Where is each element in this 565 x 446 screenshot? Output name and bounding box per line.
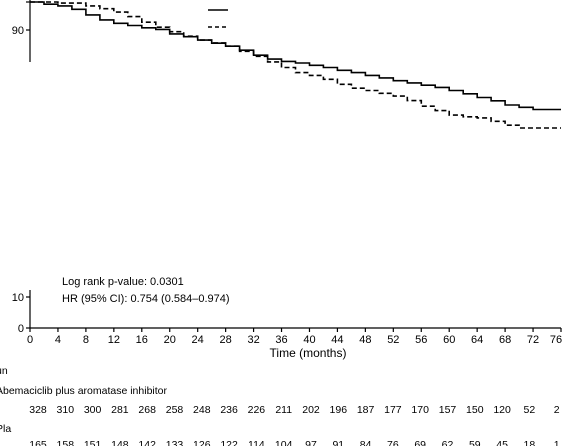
risk-count-0-11: 196 bbox=[330, 404, 348, 416]
x-tick-label-16: 16 bbox=[136, 334, 148, 346]
x-axis-label: Time (months) bbox=[270, 346, 347, 360]
x-tick-label-0: 0 bbox=[27, 334, 33, 346]
risk-count-0-9: 211 bbox=[275, 404, 292, 416]
risk-count-1-9: 104 bbox=[275, 439, 293, 446]
risk-count-1-4: 142 bbox=[138, 439, 156, 446]
x-tick-label-72: 72 bbox=[527, 334, 539, 346]
risk-count-0-17: 120 bbox=[493, 404, 511, 416]
risk-count-1-15: 62 bbox=[442, 439, 454, 446]
risk-count-0-10: 202 bbox=[302, 404, 320, 416]
risk-group-label-abemaciclib: Abemaciclib plus aromatase inhibitor bbox=[0, 385, 168, 397]
risk-row-abemaciclib: 328 310 300 281 268 258 248 236 226 211 202 196 187 1… bbox=[29, 404, 560, 416]
risk-count-1-8: 114 bbox=[248, 439, 265, 446]
risk-count-0-2: 300 bbox=[84, 404, 102, 416]
x-tick-label-68: 68 bbox=[499, 334, 511, 346]
x-tick-label-20: 20 bbox=[164, 334, 176, 346]
risk-row-placebo: 165 158 151 148 142 133 126 122 114 104 97 91 84 76 69… bbox=[29, 439, 560, 446]
risk-count-0-13: 177 bbox=[384, 404, 402, 416]
x-tick-label-56: 56 bbox=[415, 334, 427, 346]
x-tick-label-24: 24 bbox=[192, 334, 204, 346]
y-tick-label-90: 90 bbox=[12, 25, 24, 37]
risk-count-0-16: 150 bbox=[466, 404, 484, 416]
x-tick-label-60: 60 bbox=[443, 334, 455, 346]
x-tick-label-32: 32 bbox=[247, 334, 259, 346]
x-tick-label-4: 4 bbox=[55, 334, 61, 346]
risk-count-1-16: 59 bbox=[469, 439, 481, 446]
risk-count-1-6: 126 bbox=[193, 439, 211, 446]
risk-count-1-19: 1 bbox=[554, 439, 560, 446]
y-tick-label-10: 10 bbox=[12, 292, 24, 304]
risk-count-1-7: 122 bbox=[220, 439, 238, 446]
risk-count-1-12: 84 bbox=[360, 439, 372, 446]
risk-count-0-5: 258 bbox=[166, 404, 184, 416]
risk-count-0-6: 248 bbox=[193, 404, 211, 416]
risk-count-0-3: 281 bbox=[111, 404, 129, 416]
x-tick-label-12: 12 bbox=[108, 334, 120, 346]
risk-count-0-12: 187 bbox=[357, 404, 375, 416]
risk-count-1-11: 91 bbox=[332, 439, 344, 446]
risk-count-1-18: 18 bbox=[524, 439, 536, 446]
risk-count-0-18: 52 bbox=[524, 404, 536, 416]
risk-count-1-1: 158 bbox=[57, 439, 75, 446]
risk-count-1-0: 165 bbox=[29, 439, 47, 446]
series-line-dashed bbox=[30, 1, 561, 129]
logrank-pvalue-text: Log rank p-value: 0.0301 bbox=[62, 276, 184, 288]
x-tick-label-48: 48 bbox=[359, 334, 371, 346]
risk-count-1-5: 133 bbox=[166, 439, 184, 446]
risk-count-0-8: 226 bbox=[248, 404, 266, 416]
x-tick-label-28: 28 bbox=[220, 334, 232, 346]
risk-table-heading: un bbox=[0, 365, 8, 377]
risk-count-0-19: 2 bbox=[554, 404, 560, 416]
y-tick-label-0: 0 bbox=[18, 323, 24, 335]
risk-group-label-placebo: Pla bbox=[0, 423, 11, 435]
risk-count-1-3: 148 bbox=[111, 439, 129, 446]
risk-count-0-15: 157 bbox=[439, 404, 457, 416]
risk-count-0-7: 236 bbox=[220, 404, 238, 416]
risk-count-1-10: 97 bbox=[305, 439, 317, 446]
x-tick-label-76: 76 bbox=[550, 334, 562, 346]
x-tick-label-36: 36 bbox=[275, 334, 287, 346]
risk-count-0-0: 328 bbox=[29, 404, 47, 416]
x-tick-label-64: 64 bbox=[471, 334, 483, 346]
x-tick-label-8: 8 bbox=[83, 334, 89, 346]
risk-count-0-4: 268 bbox=[138, 404, 156, 416]
x-axis-ticks: 0 4 8 12 16 20 24 28 32 36 40 44 48 52 56 60 64 68 72 76 bbox=[27, 328, 562, 346]
risk-count-1-13: 76 bbox=[387, 439, 399, 446]
x-tick-label-40: 40 bbox=[303, 334, 315, 346]
risk-count-1-14: 69 bbox=[414, 439, 426, 446]
risk-count-0-14: 170 bbox=[411, 404, 429, 416]
risk-count-0-1: 310 bbox=[57, 404, 75, 416]
risk-count-1-17: 45 bbox=[496, 439, 508, 446]
series-line-solid bbox=[30, 1, 561, 111]
hazard-ratio-text: HR (95% CI): 0.754 (0.584–0.974) bbox=[62, 293, 230, 305]
risk-count-1-2: 151 bbox=[84, 439, 102, 446]
x-tick-label-52: 52 bbox=[387, 334, 399, 346]
x-tick-label-44: 44 bbox=[331, 334, 343, 346]
